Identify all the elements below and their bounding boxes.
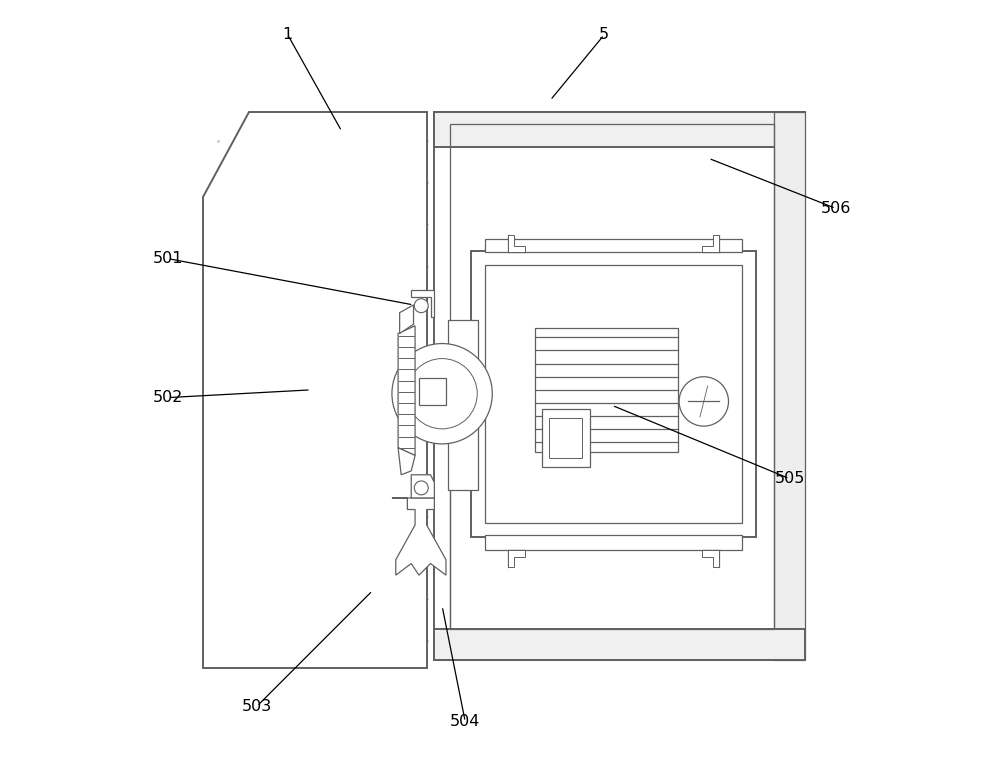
Bar — [485, 535, 742, 550]
Polygon shape — [508, 235, 525, 252]
Text: 506: 506 — [821, 201, 851, 216]
Polygon shape — [398, 326, 415, 455]
Bar — [448, 320, 478, 490]
Bar — [485, 265, 742, 523]
Polygon shape — [398, 448, 415, 475]
Polygon shape — [411, 475, 434, 498]
Text: 501: 501 — [153, 251, 183, 266]
Bar — [471, 251, 756, 537]
Circle shape — [414, 299, 428, 313]
Polygon shape — [702, 550, 719, 567]
Text: 5: 5 — [599, 27, 609, 42]
Text: 503: 503 — [242, 699, 272, 714]
Circle shape — [407, 358, 477, 429]
Circle shape — [414, 481, 428, 495]
Polygon shape — [419, 378, 446, 405]
Polygon shape — [774, 112, 805, 660]
Bar — [542, 409, 590, 467]
Polygon shape — [400, 305, 414, 334]
Polygon shape — [434, 112, 805, 147]
Bar — [549, 418, 582, 458]
Polygon shape — [434, 629, 805, 660]
Text: 1: 1 — [283, 27, 293, 42]
Polygon shape — [508, 550, 525, 567]
Bar — [485, 239, 742, 252]
Polygon shape — [392, 498, 446, 575]
Circle shape — [679, 377, 729, 426]
Polygon shape — [434, 112, 805, 660]
Polygon shape — [203, 112, 427, 668]
Text: 505: 505 — [774, 471, 805, 486]
Text: 502: 502 — [153, 390, 183, 405]
Circle shape — [392, 344, 492, 444]
Text: 504: 504 — [450, 714, 480, 730]
Bar — [535, 328, 678, 452]
Polygon shape — [411, 290, 434, 317]
Polygon shape — [702, 235, 719, 252]
